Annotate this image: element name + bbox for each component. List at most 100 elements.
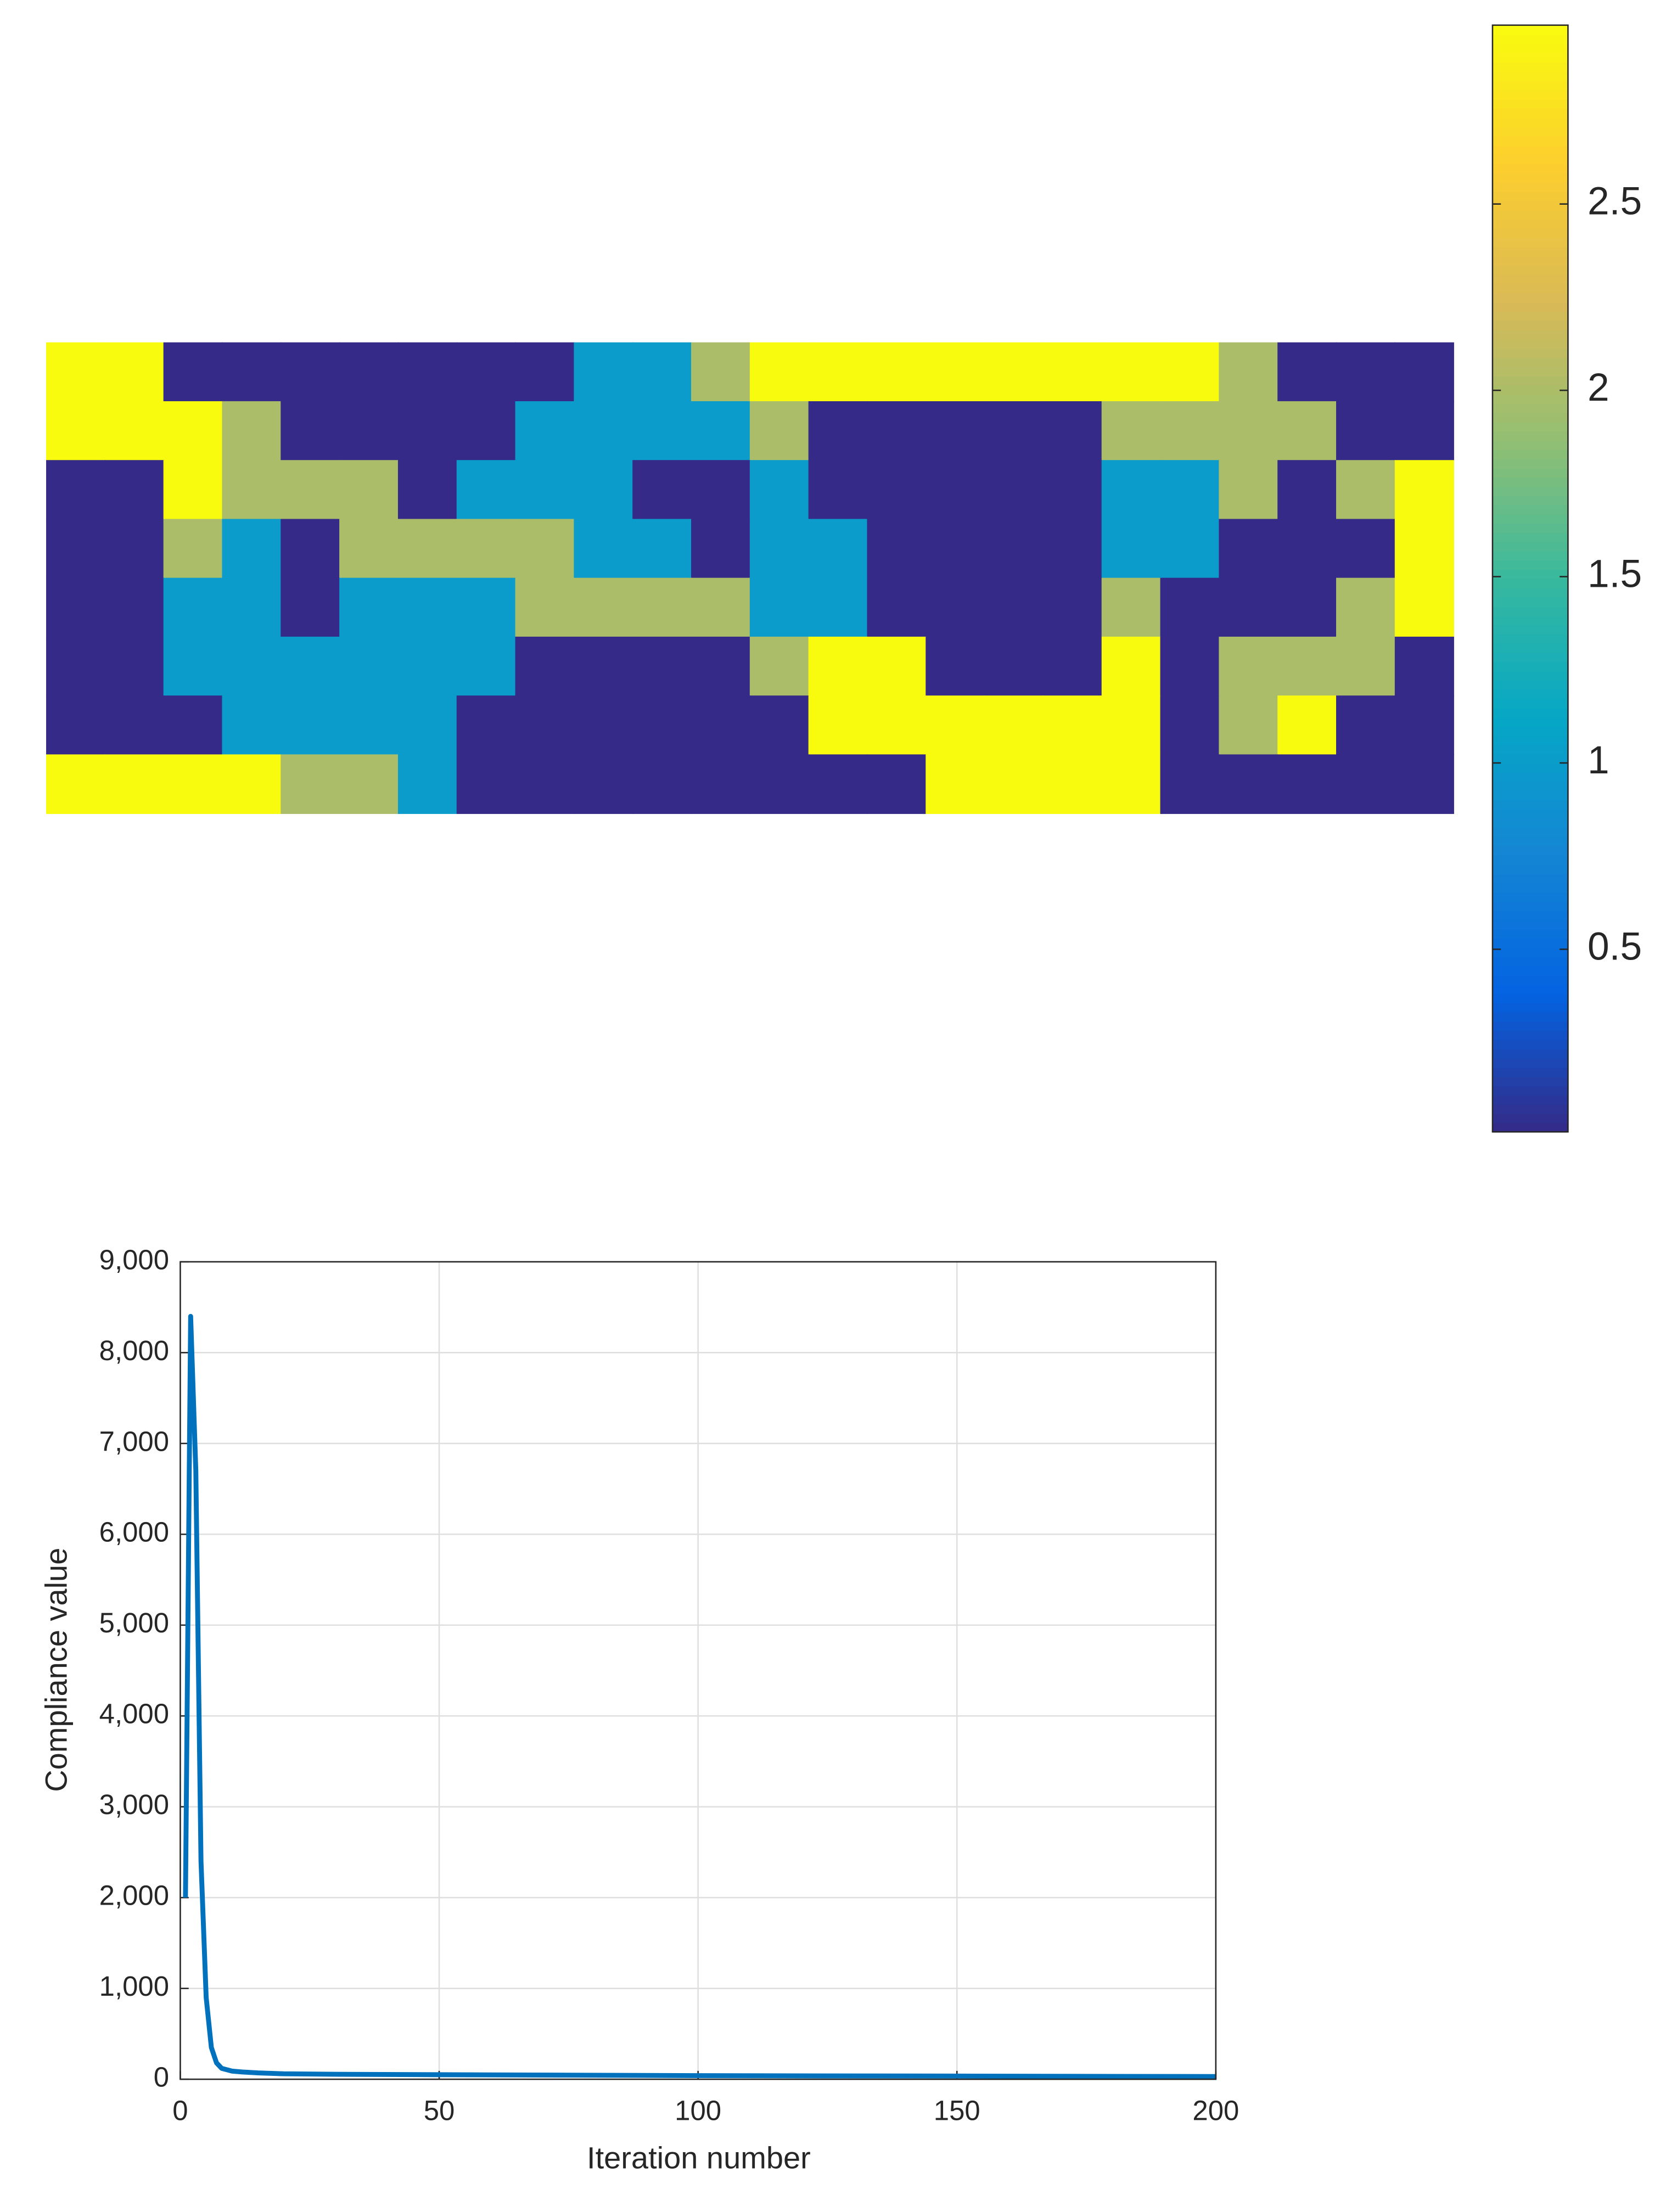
heatmap-cell xyxy=(281,636,340,697)
heatmap-cell xyxy=(691,460,751,520)
colorbar-strip xyxy=(1492,71,1568,81)
heatmap-cell xyxy=(1160,460,1220,520)
heatmap-cell xyxy=(281,401,340,461)
heatmap-cell xyxy=(46,577,106,638)
heatmap-cell xyxy=(867,695,927,755)
heatmap-cell xyxy=(1160,636,1220,697)
heatmap-cell xyxy=(104,754,164,814)
heatmap-cell xyxy=(984,754,1044,814)
colorbar-strip xyxy=(1492,569,1568,580)
colorbar-tick-label: 1.5 xyxy=(1588,552,1642,596)
colorbar-strip xyxy=(1492,53,1568,63)
heatmap-cell xyxy=(691,754,751,814)
colorbar-strip xyxy=(1492,1058,1568,1068)
colorbar-strip xyxy=(1492,818,1568,828)
colorbar-strip xyxy=(1492,301,1568,312)
colorbar-strip xyxy=(1492,431,1568,441)
heatmap-cell xyxy=(339,577,399,638)
heatmap-cell xyxy=(1336,754,1396,814)
colorbar-strip xyxy=(1492,366,1568,377)
heatmap-cell xyxy=(1219,577,1278,638)
heatmap-cell xyxy=(1336,519,1396,579)
heatmap-cell xyxy=(1101,519,1161,579)
heatmap-cell xyxy=(1277,695,1337,755)
colorbar-strip xyxy=(1492,514,1568,524)
x-axis-label: Iteration number xyxy=(587,2141,811,2175)
colorbar-strip xyxy=(1492,126,1568,137)
heatmap-cell xyxy=(1336,342,1396,402)
colorbar-strip xyxy=(1492,320,1568,330)
heatmap-cell xyxy=(104,519,164,579)
heatmap-cell xyxy=(456,695,516,755)
heatmap-cell xyxy=(515,519,575,579)
y-tick-label: 3,000 xyxy=(99,1789,169,1820)
colorbar-strip xyxy=(1492,652,1568,663)
colorbar-strip xyxy=(1492,1002,1568,1013)
heatmap-cell xyxy=(456,519,516,579)
colorbar-tick-label: 2.5 xyxy=(1588,179,1642,223)
colorbar-strip xyxy=(1492,726,1568,736)
heatmap-cell xyxy=(397,460,458,520)
colorbar-strip xyxy=(1492,504,1568,515)
heatmap-cell xyxy=(1394,754,1454,814)
heatmap-cell xyxy=(808,519,868,579)
heatmap-cell xyxy=(222,754,282,814)
heatmap-cell xyxy=(632,519,692,579)
colorbar-strip xyxy=(1492,938,1568,948)
colorbar-strip xyxy=(1492,228,1568,238)
heatmap-cell xyxy=(926,401,985,461)
heatmap-cell xyxy=(456,754,516,814)
heatmap-cell xyxy=(1042,519,1103,579)
y-tick-label: 5,000 xyxy=(99,1607,169,1638)
heatmap-cell xyxy=(1042,636,1103,697)
colorbar-strip xyxy=(1492,108,1568,119)
heatmap-cell xyxy=(515,695,575,755)
colorbar-strip xyxy=(1492,1030,1568,1041)
colorbar-strip xyxy=(1492,836,1568,847)
colorbar-strip xyxy=(1492,375,1568,386)
colorbar-strip xyxy=(1492,218,1568,229)
colorbar-strip xyxy=(1492,1067,1568,1077)
colorbar-strip xyxy=(1492,708,1568,718)
heatmap-cell xyxy=(984,519,1044,579)
x-tick-label: 200 xyxy=(1192,2095,1239,2126)
colorbar-strip xyxy=(1492,551,1568,561)
heatmap-cell xyxy=(1219,342,1278,402)
heatmap-cell xyxy=(1101,401,1161,461)
heatmap-cell xyxy=(1219,519,1278,579)
heatmap-cell xyxy=(456,342,516,402)
heatmap-cell xyxy=(574,577,633,638)
heatmap-cell xyxy=(515,401,575,461)
heatmap-cell xyxy=(456,401,516,461)
heatmap-cell xyxy=(222,401,282,461)
colorbar-strip xyxy=(1492,541,1568,552)
heatmap-cell xyxy=(104,577,164,638)
heatmap-cell xyxy=(515,754,575,814)
heatmap-cell xyxy=(104,460,164,520)
heatmap-cell xyxy=(926,577,985,638)
colorbar-strip xyxy=(1492,754,1568,764)
colorbar-strip xyxy=(1492,1104,1568,1114)
heatmap-cell xyxy=(1394,519,1454,579)
colorbar-strip xyxy=(1492,477,1568,487)
heatmap-cell xyxy=(281,754,340,814)
colorbar-strip xyxy=(1492,919,1568,930)
y-tick-label: 4,000 xyxy=(99,1698,169,1730)
heatmap-cell xyxy=(749,460,809,520)
heatmap-cell xyxy=(808,577,868,638)
heatmap-cell xyxy=(515,577,575,638)
heatmap-cell xyxy=(1042,754,1103,814)
heatmap-cell xyxy=(926,519,985,579)
colorbar-strip xyxy=(1492,495,1568,506)
colorbar-strip xyxy=(1492,744,1568,755)
heatmap-cell xyxy=(397,519,458,579)
heatmap-cell xyxy=(1394,695,1454,755)
heatmap-cell xyxy=(1277,577,1337,638)
heatmap-cell xyxy=(339,636,399,697)
y-tick-label: 0 xyxy=(154,2062,169,2093)
colorbar-strip xyxy=(1492,412,1568,423)
colorbar-strip xyxy=(1492,1040,1568,1050)
colorbar-strip xyxy=(1492,800,1568,810)
heatmap-cell xyxy=(749,754,809,814)
